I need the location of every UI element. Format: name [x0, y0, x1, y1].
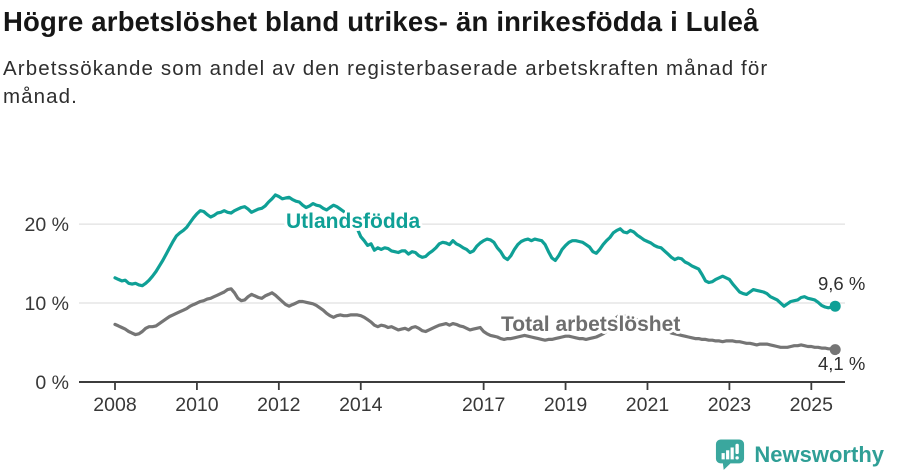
x-tick-label: 2025	[790, 394, 834, 416]
x-tick-label: 2010	[175, 394, 219, 416]
x-tick-label: 2012	[257, 394, 300, 416]
chart-canvas: 0 % 10 % 20 % 2008 2010 2012 2014 2017 2019 2021 2…	[25, 193, 845, 416]
series-label-total-arbetsloshet: Total arbetslöshet	[501, 313, 681, 336]
x-tick-label: 2014	[339, 394, 383, 416]
end-value-label-total: 4,1 %	[818, 353, 866, 374]
x-tick-label: 2023	[708, 394, 751, 416]
header: Högre arbetslöshet bland utrikes- än inr…	[0, 0, 900, 111]
newsworthy-brand-name: Newsworthy	[754, 441, 884, 467]
series-line-1	[113, 287, 837, 352]
page-title: Högre arbetslöshet bland utrikes- än inr…	[3, 6, 759, 37]
series-end-dot-1	[829, 344, 841, 356]
y-tick-label: 0 %	[35, 372, 69, 394]
y-tick-label: 20 %	[25, 214, 69, 236]
x-tick-label: 2019	[544, 394, 587, 416]
end-value-label-utlandsfodda: 9,6 %	[818, 273, 866, 294]
y-tick-label: 10 %	[25, 293, 69, 315]
series-end-dot-0	[829, 300, 841, 312]
x-tick-label: 2008	[93, 394, 136, 416]
x-tick-label: 2021	[626, 394, 669, 416]
x-tick-label: 2017	[462, 394, 505, 416]
newsworthy-logo: Newsworthy	[715, 438, 884, 471]
newsworthy-icon	[716, 439, 745, 470]
chart-subtitle: Arbetssökande som andel av den registerb…	[3, 57, 769, 109]
line-chart: 0 % 10 % 20 % 2008 2010 2012 2014 2017 2019 2021 2…	[0, 160, 900, 450]
series-line-0	[113, 193, 837, 310]
series-label-utlandsfodda: Utlandsfödda	[286, 210, 421, 233]
